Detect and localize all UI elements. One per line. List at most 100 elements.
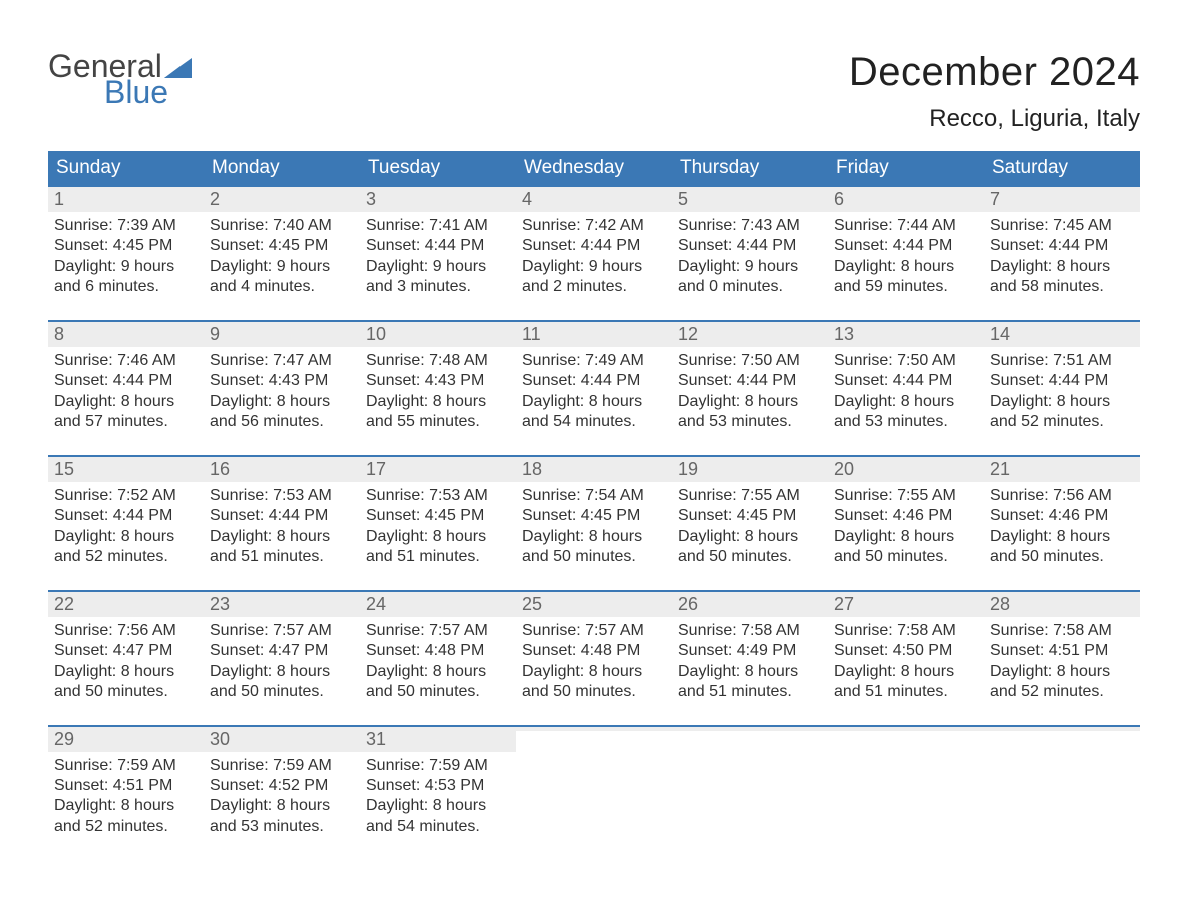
day-cell: 11Sunrise: 7:49 AMSunset: 4:44 PMDayligh… <box>516 322 672 437</box>
sunrise-line: Sunrise: 7:45 AM <box>990 216 1134 236</box>
daylight-line-1: Daylight: 8 hours <box>834 662 978 682</box>
day-body: Sunrise: 7:57 AMSunset: 4:47 PMDaylight:… <box>204 617 360 707</box>
week-row: 1 Sunrise: 7:39 AMSunset: 4:45 PM Daylight… <box>48 187 1140 302</box>
sunrise-line: Sunrise: 7:44 AM <box>834 216 978 236</box>
daylight-line-2: and 50 minutes. <box>522 682 666 702</box>
day-cell: 27Sunrise: 7:58 AMSunset: 4:50 PMDayligh… <box>828 592 984 707</box>
day-body: Sunrise: 7:52 AMSunset: 4:44 PMDaylight:… <box>48 482 204 572</box>
day-cell: 29Sunrise: 7:59 AMSunset: 4:51 PMDayligh… <box>48 727 204 842</box>
day-number: 20 <box>828 457 984 482</box>
daylight-line-1: Daylight: 8 hours <box>210 392 354 412</box>
day-number: 1 <box>48 187 204 212</box>
daylight-line-2: and 2 minutes. <box>522 277 666 297</box>
daylight-line-1: Daylight: 9 hours <box>678 257 822 277</box>
location: Recco, Liguria, Italy <box>849 105 1140 133</box>
sunrise-line: Sunrise: 7:57 AM <box>210 621 354 641</box>
header: General Blue December 2024 Recco, Liguri… <box>48 50 1140 133</box>
day-number <box>672 727 828 731</box>
daylight-line-2: and 55 minutes. <box>366 412 510 432</box>
day-header-sun: Sunday <box>48 151 204 187</box>
day-number: 9 <box>204 322 360 347</box>
sunrise-line: Sunrise: 7:47 AM <box>210 351 354 371</box>
day-body: Sunrise: 7:46 AMSunset: 4:44 PMDaylight:… <box>48 347 204 437</box>
day-body: Sunrise: 7:45 AMSunset: 4:44 PMDaylight:… <box>984 212 1140 302</box>
sunrise-line: Sunrise: 7:57 AM <box>366 621 510 641</box>
daylight-line-2: and 4 minutes. <box>210 277 354 297</box>
daylight-line-1: Daylight: 8 hours <box>990 392 1134 412</box>
day-number: 12 <box>672 322 828 347</box>
sunrise-line: Sunrise: 7:59 AM <box>54 756 198 776</box>
sunrise-line: Sunrise: 7:53 AM <box>210 486 354 506</box>
sunrise-line: Sunrise: 7:46 AM <box>54 351 198 371</box>
daylight-line-2: and 52 minutes. <box>54 817 198 837</box>
day-number: 6 <box>828 187 984 212</box>
day-number: 27 <box>828 592 984 617</box>
daylight-line-1: Daylight: 8 hours <box>522 392 666 412</box>
day-cell: 25Sunrise: 7:57 AMSunset: 4:48 PMDayligh… <box>516 592 672 707</box>
daylight-line-1: Daylight: 8 hours <box>366 662 510 682</box>
day-number: 28 <box>984 592 1140 617</box>
daylight-line-1: Daylight: 8 hours <box>834 257 978 277</box>
day-number: 31 <box>360 727 516 752</box>
daylight-line-2: and 51 minutes. <box>834 682 978 702</box>
sunrise-line: Sunrise: 7:58 AM <box>834 621 978 641</box>
day-cell: 22Sunrise: 7:56 AMSunset: 4:47 PMDayligh… <box>48 592 204 707</box>
day-number: 19 <box>672 457 828 482</box>
sunrise-line: Sunrise: 7:50 AM <box>834 351 978 371</box>
day-cell: 30Sunrise: 7:59 AMSunset: 4:52 PMDayligh… <box>204 727 360 842</box>
sunrise-line: Sunrise: 7:42 AM <box>522 216 666 236</box>
daylight-line-1: Daylight: 9 hours <box>366 257 510 277</box>
sunrise-line: Sunrise: 7:56 AM <box>54 621 198 641</box>
sunset-line: Sunset: 4:45 PM <box>54 236 198 256</box>
day-body: Sunrise: 7:50 AMSunset: 4:44 PMDaylight:… <box>828 347 984 437</box>
day-number: 10 <box>360 322 516 347</box>
sunset-line: Sunset: 4:44 PM <box>54 371 198 391</box>
day-header-row: Sunday Monday Tuesday Wednesday Thursday… <box>48 151 1140 187</box>
sunrise-line: Sunrise: 7:40 AM <box>210 216 354 236</box>
day-body: Sunrise: 7:59 AMSunset: 4:52 PMDaylight:… <box>204 752 360 842</box>
daylight-line-2: and 50 minutes. <box>990 547 1134 567</box>
daylight-line-1: Daylight: 8 hours <box>366 392 510 412</box>
daylight-line-2: and 52 minutes. <box>990 412 1134 432</box>
sunset-line: Sunset: 4:53 PM <box>366 776 510 796</box>
day-cell: 21Sunrise: 7:56 AMSunset: 4:46 PMDayligh… <box>984 457 1140 572</box>
daylight-line-2: and 50 minutes. <box>210 682 354 702</box>
sunset-line: Sunset: 4:51 PM <box>990 641 1134 661</box>
daylight-line-2: and 59 minutes. <box>834 277 978 297</box>
daylight-line-2: and 50 minutes. <box>54 682 198 702</box>
daylight-line-1: Daylight: 8 hours <box>54 662 198 682</box>
daylight-line-1: Daylight: 8 hours <box>366 527 510 547</box>
daylight-line-2: and 50 minutes. <box>678 547 822 567</box>
day-body: Sunrise: 7:47 AMSunset: 4:43 PMDaylight:… <box>204 347 360 437</box>
daylight-line-1: Daylight: 8 hours <box>210 527 354 547</box>
day-body: Sunrise: 7:53 AMSunset: 4:44 PMDaylight:… <box>204 482 360 572</box>
day-number: 16 <box>204 457 360 482</box>
daylight-line-1: Daylight: 8 hours <box>54 392 198 412</box>
day-body: Sunrise: 7:59 AMSunset: 4:53 PMDaylight:… <box>360 752 516 842</box>
daylight-line-2: and 6 minutes. <box>54 277 198 297</box>
daylight-line-1: Daylight: 8 hours <box>210 662 354 682</box>
day-cell: 7Sunrise: 7:45 AMSunset: 4:44 PMDaylight… <box>984 187 1140 302</box>
sunrise-line: Sunrise: 7:39 AM <box>54 216 198 236</box>
daylight-line-2: and 3 minutes. <box>366 277 510 297</box>
week-row: 15Sunrise: 7:52 AMSunset: 4:44 PMDayligh… <box>48 455 1140 572</box>
daylight-line-1: Daylight: 8 hours <box>678 527 822 547</box>
day-body: Sunrise: 7:48 AMSunset: 4:43 PMDaylight:… <box>360 347 516 437</box>
day-number: 2 <box>204 187 360 212</box>
daylight-line-1: Daylight: 8 hours <box>54 527 198 547</box>
day-number <box>516 727 672 731</box>
sunset-line: Sunset: 4:44 PM <box>678 371 822 391</box>
day-cell: 26Sunrise: 7:58 AMSunset: 4:49 PMDayligh… <box>672 592 828 707</box>
day-body: Sunrise: 7:58 AMSunset: 4:50 PMDaylight:… <box>828 617 984 707</box>
sunrise-line: Sunrise: 7:59 AM <box>366 756 510 776</box>
day-number: 15 <box>48 457 204 482</box>
day-cell: 8Sunrise: 7:46 AMSunset: 4:44 PMDaylight… <box>48 322 204 437</box>
day-number: 29 <box>48 727 204 752</box>
logo-triangle-icon <box>164 58 192 78</box>
day-cell: 2Sunrise: 7:40 AMSunset: 4:45 PMDaylight… <box>204 187 360 302</box>
daylight-line-2: and 54 minutes. <box>522 412 666 432</box>
title-block: December 2024 Recco, Liguria, Italy <box>849 50 1140 133</box>
day-cell: 16Sunrise: 7:53 AMSunset: 4:44 PMDayligh… <box>204 457 360 572</box>
daylight-line-1: Daylight: 8 hours <box>834 527 978 547</box>
daylight-line-1: Daylight: 8 hours <box>366 796 510 816</box>
